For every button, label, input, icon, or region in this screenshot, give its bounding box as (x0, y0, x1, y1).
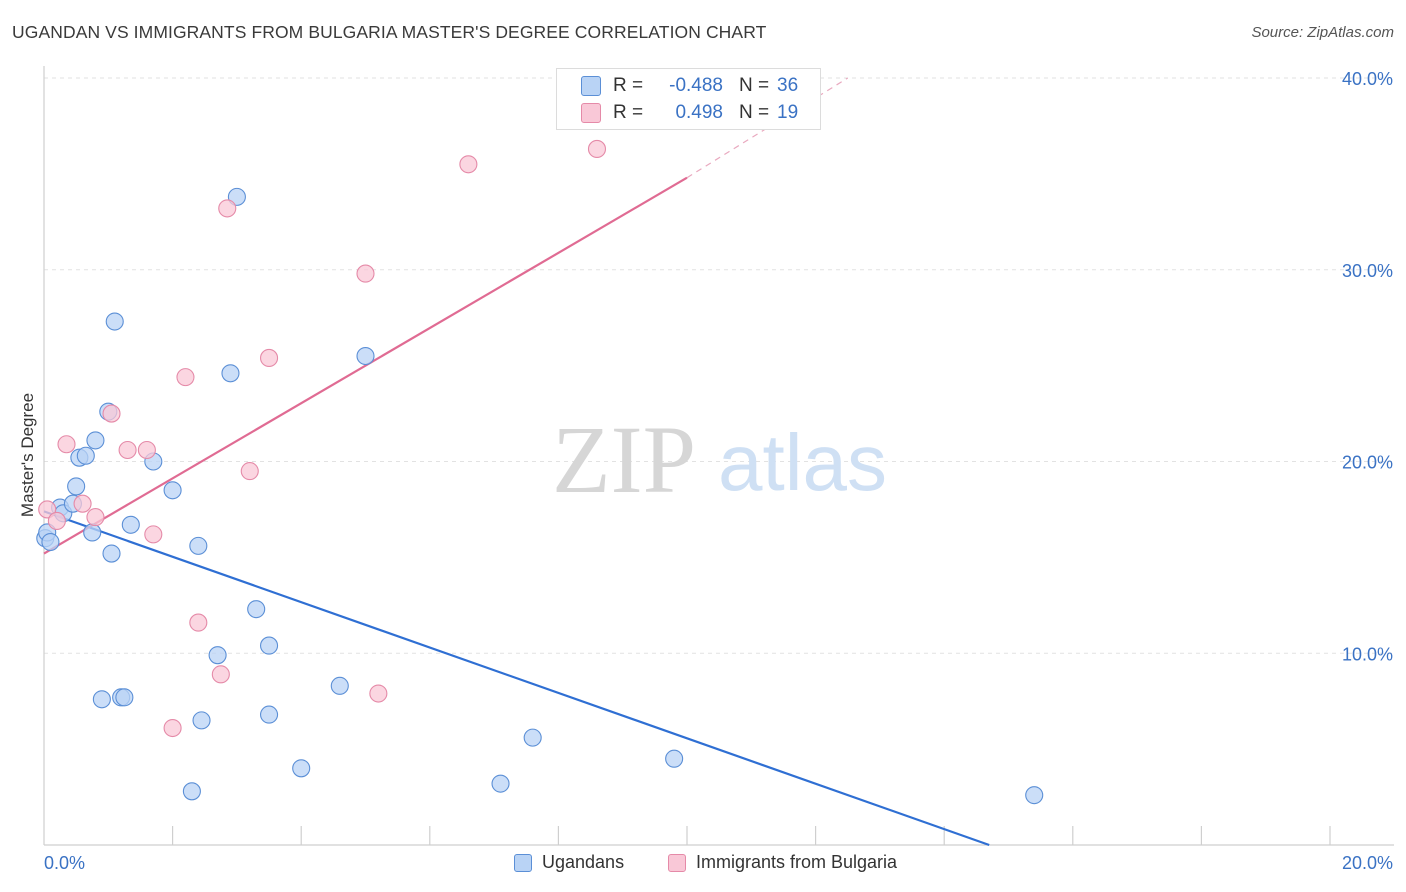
point-bulgaria (163, 718, 182, 738)
point-ugandans (259, 705, 279, 724)
point-ugandans (330, 676, 349, 695)
stats-r-value: -0.488 (669, 75, 723, 96)
data-points (36, 139, 1044, 805)
point-ugandans (92, 690, 111, 709)
point-bulgaria (144, 525, 163, 544)
point-ugandans (665, 749, 684, 768)
point-bulgaria (57, 435, 76, 454)
point-bulgaria (259, 348, 279, 368)
point-ugandans (115, 688, 134, 707)
y-tick-label: 20.0% (1342, 453, 1393, 473)
point-ugandans (356, 346, 375, 366)
stats-row-ugandans: R = -0.488 N = 36 (581, 73, 798, 99)
watermark-zip: ZIP (552, 406, 696, 513)
point-bulgaria (47, 511, 66, 530)
point-ugandans (83, 523, 102, 542)
stats-r-label: R = (613, 102, 644, 123)
x-tick-label: 20.0% (1342, 853, 1393, 873)
source-credit: Source: ZipAtlas.com (1251, 24, 1394, 41)
trend-line-bulgaria (43, 176, 688, 555)
point-ugandans (102, 544, 121, 563)
stats-n-value: 19 (777, 102, 799, 123)
y-axis-label: Master's Degree (18, 393, 37, 517)
legend-label-bulgaria: Immigrants from Bulgaria (696, 852, 898, 872)
stats-swatch-bulgaria (581, 103, 601, 123)
point-ugandans (259, 636, 279, 655)
point-ugandans (163, 481, 182, 500)
point-bulgaria (137, 440, 156, 460)
point-ugandans (292, 759, 311, 778)
y-tick-label: 30.0% (1342, 261, 1393, 281)
grid-lines (44, 77, 1394, 654)
point-bulgaria (211, 665, 230, 684)
point-ugandans (1025, 786, 1044, 805)
point-ugandans (221, 364, 240, 383)
point-ugandans (86, 431, 105, 450)
point-bulgaria (189, 613, 208, 632)
point-bulgaria (369, 684, 388, 703)
stats-n-value: 36 (777, 75, 799, 96)
trend-line-ugandans (43, 510, 990, 847)
point-ugandans (189, 536, 208, 555)
stats-swatch-ugandans (581, 76, 601, 96)
legend-swatch-ugandans (514, 853, 532, 872)
legend-label-ugandans: Ugandans (542, 852, 625, 872)
point-bulgaria (73, 494, 92, 513)
point-bulgaria (218, 199, 237, 218)
chart-title: UGANDAN VS IMMIGRANTS FROM BULGARIA MAST… (12, 22, 767, 42)
point-ugandans (247, 600, 266, 619)
point-bulgaria (102, 404, 121, 423)
point-bulgaria (176, 368, 195, 387)
point-bulgaria (356, 264, 375, 283)
point-ugandans (491, 774, 510, 793)
point-bulgaria (587, 139, 607, 158)
watermark-atlas: atlas (718, 418, 887, 507)
point-bulgaria (240, 462, 259, 481)
point-ugandans (67, 477, 86, 496)
point-ugandans (105, 312, 124, 331)
point-bulgaria (459, 155, 478, 174)
point-ugandans (76, 446, 95, 465)
stats-row-bulgaria: R = 0.498 N = 19 (581, 100, 798, 126)
point-ugandans (121, 515, 140, 534)
y-tick-label: 10.0% (1342, 644, 1393, 664)
point-bulgaria (118, 440, 137, 460)
point-ugandans (208, 646, 227, 665)
point-ugandans (192, 711, 211, 730)
point-ugandans (182, 782, 201, 801)
stats-legend-box: R = -0.488 N = 36 R = 0.498 N = 19 (556, 68, 821, 130)
stats-n-label: N = (739, 75, 770, 96)
legend-swatch-bulgaria (668, 853, 686, 872)
legend-item-bulgaria[interactable]: Immigrants from Bulgaria (668, 852, 897, 873)
stats-r-label: R = (613, 75, 644, 96)
axes (43, 66, 1394, 846)
point-ugandans (523, 728, 542, 747)
point-bulgaria (86, 508, 105, 527)
point-ugandans (41, 532, 60, 552)
stats-n-label: N = (739, 102, 770, 123)
y-tick-label: 40.0% (1342, 69, 1393, 89)
legend-item-ugandans[interactable]: Ugandans (514, 852, 624, 873)
tick-labels: 10.0% 20.0% 30.0% 40.0% 0.0% 20.0% (44, 69, 1393, 873)
x-tick-label: 0.0% (44, 853, 85, 873)
stats-r-value: 0.498 (675, 102, 723, 123)
